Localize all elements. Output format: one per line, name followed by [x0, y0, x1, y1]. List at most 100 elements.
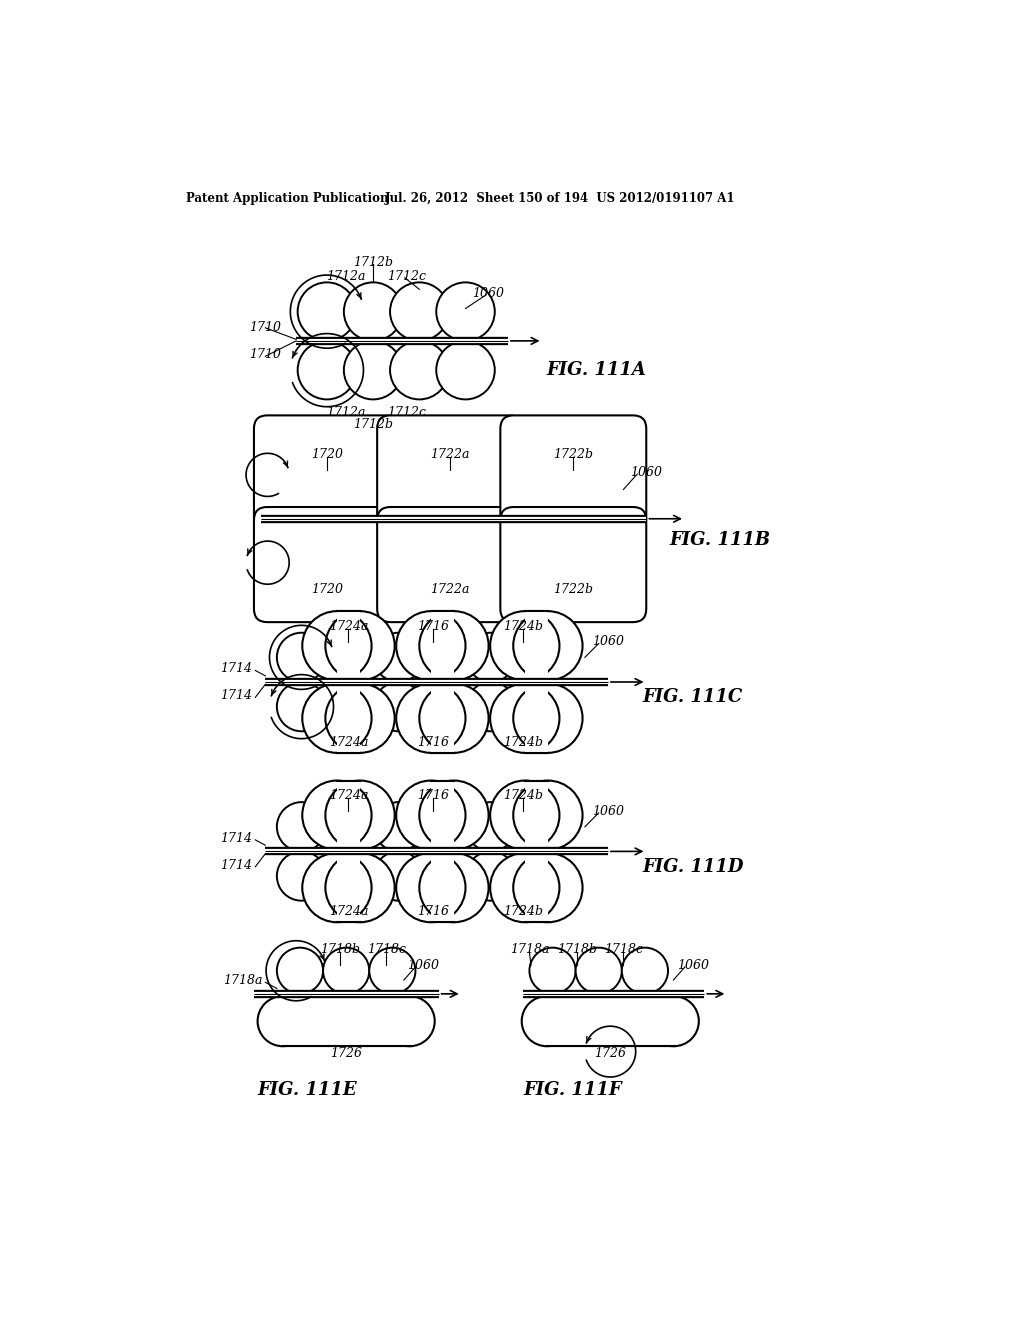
Circle shape: [606, 552, 633, 578]
Text: 1710: 1710: [249, 348, 281, 362]
Circle shape: [419, 611, 488, 681]
Bar: [337, 611, 360, 681]
Bar: [547, 997, 674, 1047]
Text: 1724a: 1724a: [329, 906, 369, 917]
Bar: [431, 780, 454, 850]
Circle shape: [514, 459, 541, 486]
Circle shape: [436, 341, 495, 400]
FancyBboxPatch shape: [403, 429, 497, 517]
Circle shape: [326, 853, 394, 923]
Bar: [337, 853, 360, 923]
Circle shape: [513, 611, 583, 681]
Text: 1724b: 1724b: [503, 906, 544, 917]
Bar: [431, 611, 454, 681]
Circle shape: [360, 552, 387, 578]
Text: 1714: 1714: [220, 859, 252, 871]
Circle shape: [419, 780, 488, 850]
Circle shape: [298, 282, 356, 341]
Circle shape: [483, 552, 510, 578]
Circle shape: [302, 611, 372, 681]
Bar: [337, 780, 360, 850]
Text: 1712b: 1712b: [353, 256, 393, 269]
Circle shape: [276, 803, 326, 851]
Circle shape: [419, 684, 488, 752]
Circle shape: [514, 552, 541, 578]
Text: 1722a: 1722a: [430, 449, 470, 462]
Circle shape: [490, 853, 559, 923]
Circle shape: [276, 682, 326, 731]
Circle shape: [276, 632, 326, 682]
Bar: [283, 997, 410, 1047]
Text: 1724b: 1724b: [503, 735, 544, 748]
Text: 1724b: 1724b: [503, 789, 544, 803]
Circle shape: [344, 341, 402, 400]
Circle shape: [298, 341, 356, 400]
Circle shape: [466, 803, 515, 851]
Bar: [431, 853, 454, 923]
Bar: [283, 997, 410, 1047]
Circle shape: [513, 853, 583, 923]
Text: FIG. 111C: FIG. 111C: [643, 689, 742, 706]
Text: 1726: 1726: [330, 1047, 362, 1060]
Text: 1060: 1060: [677, 958, 709, 972]
Circle shape: [575, 948, 622, 994]
Text: 1718a: 1718a: [223, 974, 263, 987]
FancyBboxPatch shape: [527, 520, 620, 609]
Text: 1722a: 1722a: [430, 583, 470, 597]
Text: 1718a: 1718a: [510, 944, 549, 957]
Bar: [524, 853, 548, 923]
Text: 1720: 1720: [311, 449, 343, 462]
Text: 1716: 1716: [417, 789, 450, 803]
Bar: [524, 684, 548, 752]
Text: 1060: 1060: [408, 958, 439, 972]
Circle shape: [326, 684, 394, 752]
Bar: [337, 780, 360, 850]
Text: 1712c: 1712c: [387, 407, 426, 418]
Circle shape: [490, 684, 559, 752]
Text: 1724b: 1724b: [503, 620, 544, 634]
FancyBboxPatch shape: [527, 429, 620, 517]
Circle shape: [490, 780, 559, 850]
Bar: [547, 997, 674, 1047]
Text: 1716: 1716: [417, 906, 450, 917]
Bar: [337, 611, 360, 681]
Circle shape: [396, 853, 466, 923]
Text: 1716: 1716: [417, 735, 450, 748]
FancyBboxPatch shape: [254, 507, 399, 622]
Circle shape: [267, 459, 294, 486]
Text: 1724a: 1724a: [329, 620, 369, 634]
Text: 1060: 1060: [631, 466, 663, 479]
Bar: [431, 684, 454, 752]
Circle shape: [529, 948, 575, 994]
Text: 1720: 1720: [311, 583, 343, 597]
Bar: [337, 853, 360, 923]
Text: 1712a: 1712a: [327, 269, 366, 282]
Circle shape: [396, 611, 466, 681]
Text: FIG. 111D: FIG. 111D: [643, 858, 744, 875]
Circle shape: [513, 780, 583, 850]
FancyBboxPatch shape: [281, 429, 374, 517]
Text: 1722b: 1722b: [553, 449, 593, 462]
Circle shape: [466, 682, 515, 731]
Bar: [431, 611, 454, 681]
Circle shape: [649, 997, 698, 1047]
Text: 1722b: 1722b: [553, 583, 593, 597]
Bar: [431, 853, 454, 923]
Text: 1060: 1060: [592, 635, 624, 648]
Bar: [431, 780, 454, 850]
Circle shape: [344, 282, 402, 341]
Circle shape: [466, 851, 515, 900]
Circle shape: [374, 682, 423, 731]
Bar: [337, 684, 360, 752]
Text: FIG. 111F: FIG. 111F: [523, 1081, 622, 1100]
Text: 1724a: 1724a: [329, 735, 369, 748]
Circle shape: [385, 997, 435, 1047]
Circle shape: [466, 632, 515, 682]
Circle shape: [374, 851, 423, 900]
Circle shape: [521, 997, 571, 1047]
Text: 1718c: 1718c: [604, 944, 643, 957]
Bar: [524, 611, 548, 681]
Circle shape: [483, 459, 510, 486]
Text: 1726: 1726: [594, 1047, 627, 1060]
Circle shape: [326, 780, 394, 850]
